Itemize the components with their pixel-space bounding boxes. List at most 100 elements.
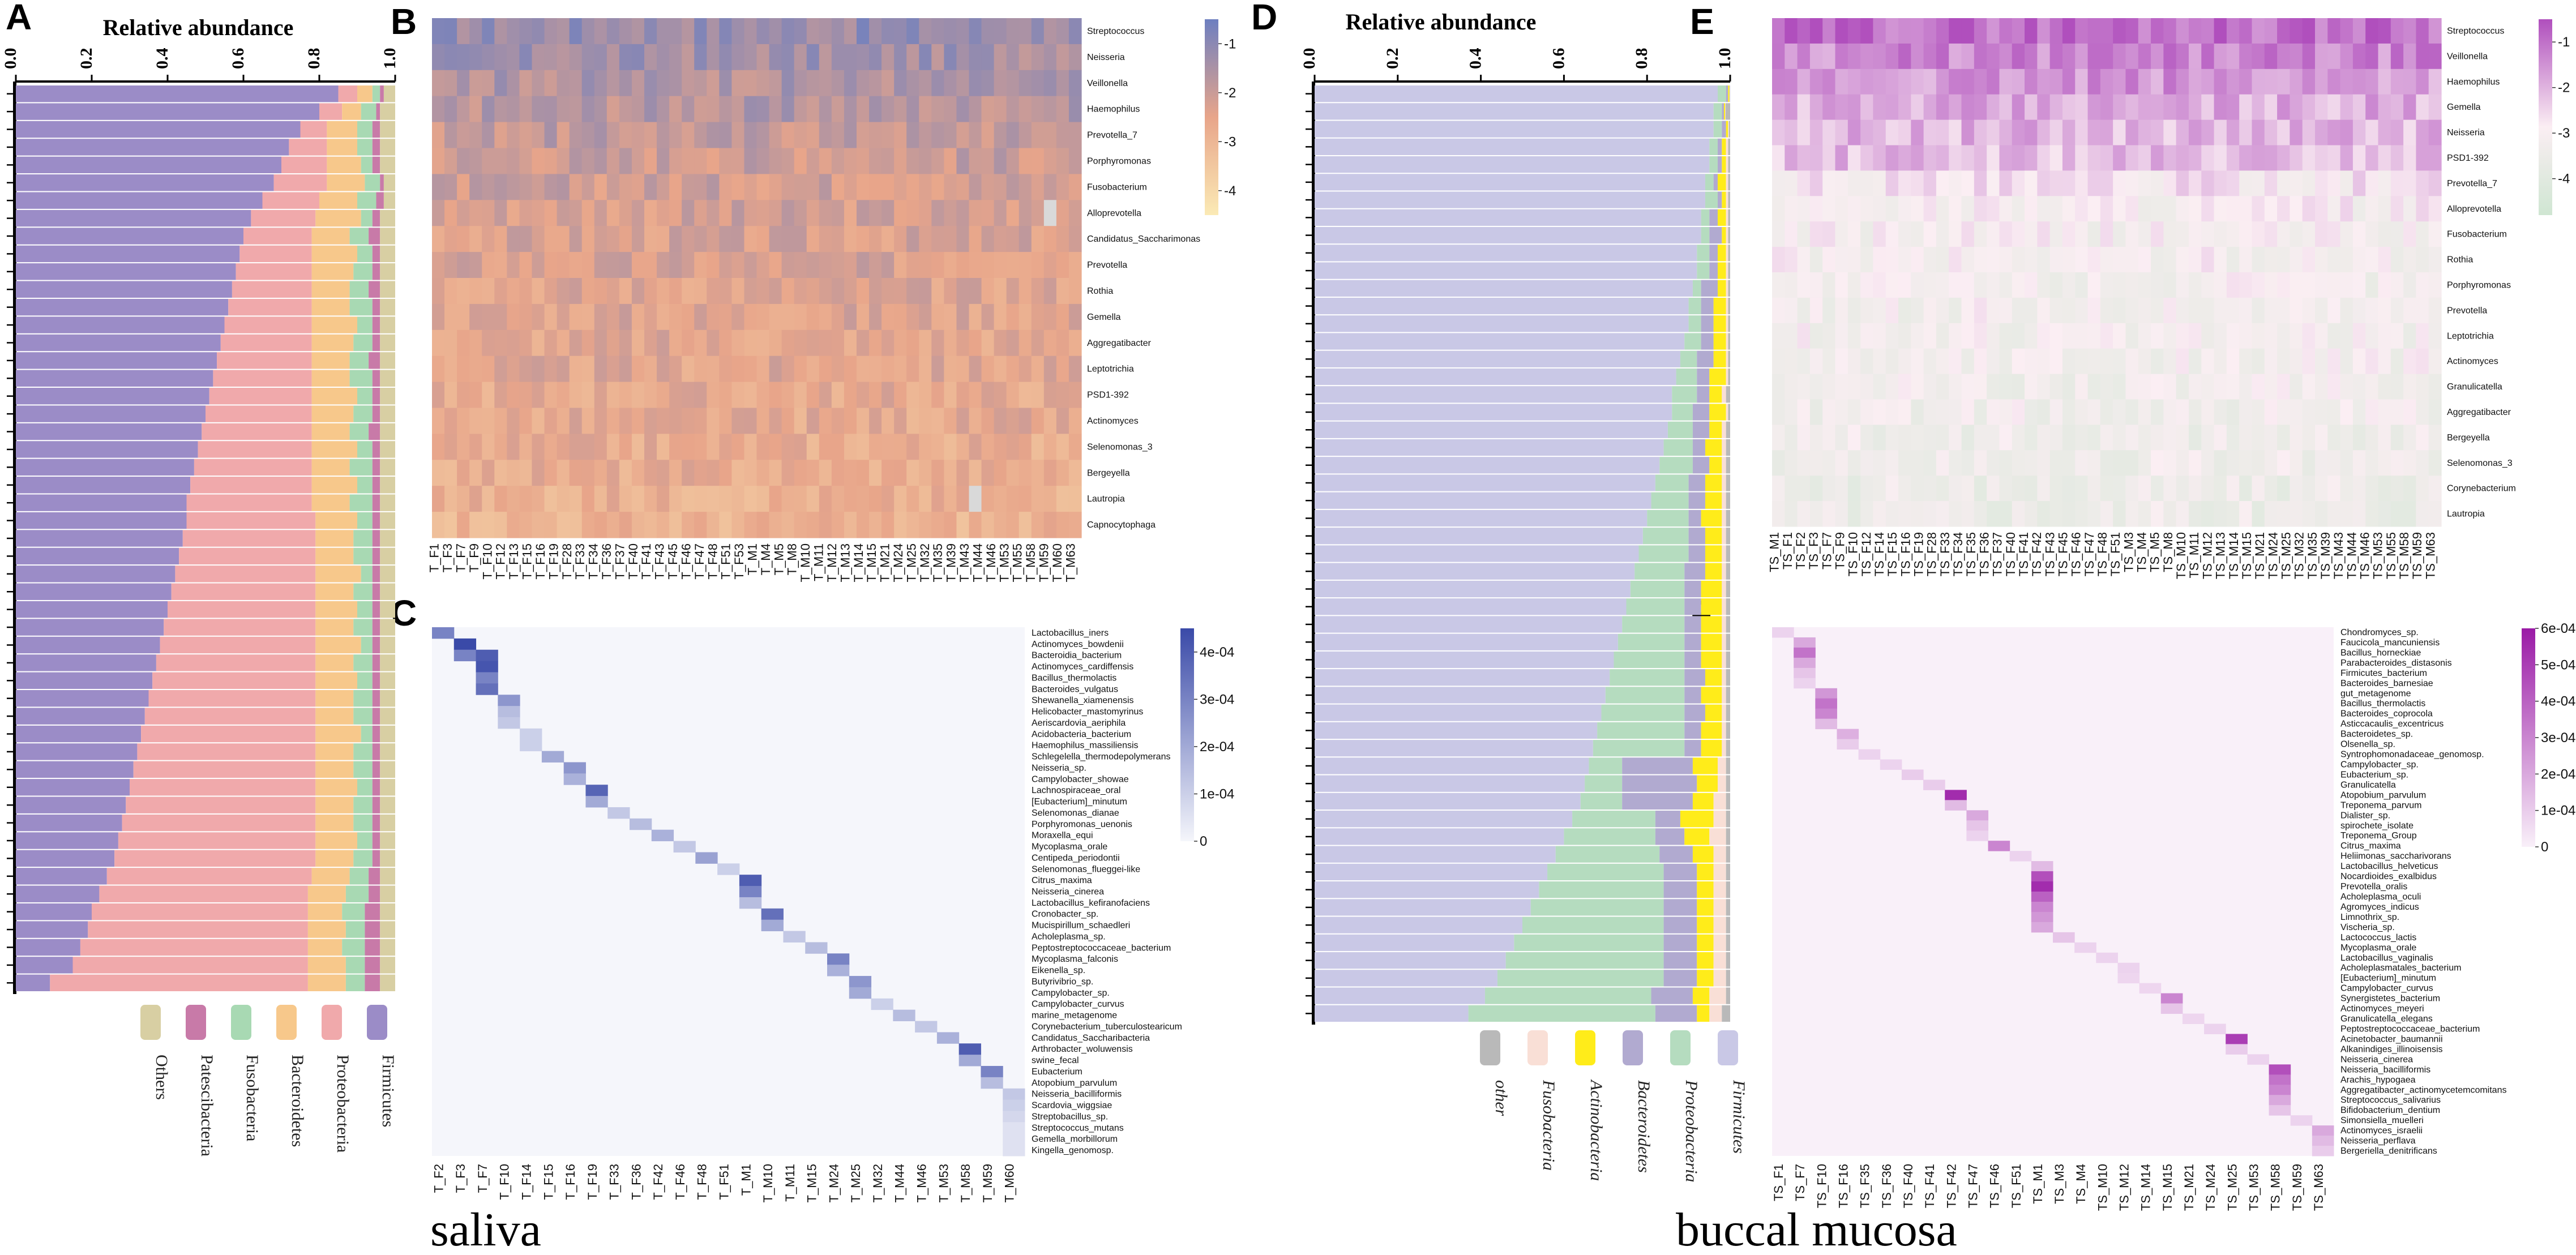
heatmap-cell xyxy=(2378,196,2391,222)
heatmap-cell xyxy=(769,96,782,123)
heatmap-cell xyxy=(1068,18,1082,45)
heatmap-cell xyxy=(844,486,857,512)
heatmap-cell xyxy=(532,70,545,97)
heatmap-cell xyxy=(1974,476,1987,502)
heatmap-cell xyxy=(563,773,586,785)
heatmap-cell xyxy=(494,460,507,486)
heatmap-cell xyxy=(906,329,919,357)
heatmap-cell xyxy=(444,408,457,434)
heatmap-cell xyxy=(2012,43,2025,70)
heatmap-cell xyxy=(2138,323,2151,349)
heatmap-cell xyxy=(2012,94,2025,121)
column-label: TS_F46 xyxy=(1988,1164,2002,1208)
bar-segment-proteobacteria xyxy=(156,654,316,671)
bar-segment-proteobacteria xyxy=(1647,509,1689,527)
heatmap-cell xyxy=(1809,399,1823,425)
heatmap-cell xyxy=(2151,374,2164,400)
heatmap-cell xyxy=(694,96,707,123)
heatmap-cell xyxy=(457,226,470,252)
heatmap-cell xyxy=(544,70,558,97)
bar-segment-patescibacteria xyxy=(372,796,380,813)
heatmap-cell xyxy=(2125,119,2139,146)
bar-segment-bacteroidetes xyxy=(1684,563,1705,580)
heatmap-cell xyxy=(1068,460,1082,486)
heatmap-cell xyxy=(719,355,732,383)
heatmap-cell xyxy=(2100,323,2113,349)
heatmap-cell xyxy=(994,18,1007,45)
heatmap-cell xyxy=(2264,221,2278,247)
heatmap-cell xyxy=(2100,425,2113,451)
bar-segment-firmicutes xyxy=(1315,297,1689,315)
heatmap-cell xyxy=(2290,1115,2313,1126)
bar-segment-proteobacteria xyxy=(1705,191,1718,208)
heatmap-cell xyxy=(2247,1054,2270,1065)
heatmap-cell xyxy=(981,512,995,538)
heatmap-cell xyxy=(1936,272,1949,298)
heatmap-cell xyxy=(781,70,795,97)
heatmap-cell xyxy=(906,512,919,538)
heatmap-cell xyxy=(1031,434,1045,460)
heatmap-cell xyxy=(994,382,1007,409)
heatmap-cell xyxy=(1898,297,1911,324)
heatmap-cell xyxy=(906,355,919,383)
heatmap-cell xyxy=(606,460,620,486)
heatmap-cell xyxy=(1898,425,1911,451)
heatmap-cell xyxy=(1031,70,1045,97)
bar-segment-others xyxy=(380,921,395,938)
heatmap-cell xyxy=(631,329,645,357)
heatmap-cell xyxy=(469,96,482,123)
row-label: gut_metagenome xyxy=(2340,689,2411,699)
bar-segment-other xyxy=(1726,828,1730,845)
heatmap-cell xyxy=(2138,450,2151,476)
bar-segment-others xyxy=(380,832,395,849)
bar-segment-firmicutes xyxy=(16,174,274,191)
heatmap-cell xyxy=(1885,476,1899,502)
heatmap-cell xyxy=(657,122,670,149)
column-label: T_M5 xyxy=(772,543,786,575)
column-label: TS_F35 xyxy=(1964,532,1978,576)
row-label: [Eubacterium]_minutum xyxy=(2340,974,2436,983)
heatmap-cell xyxy=(1974,221,1987,247)
legend-label-fusobacteria: Fusobacteria xyxy=(243,1055,262,1141)
heatmap-cell xyxy=(1860,68,1874,95)
heatmap-cell xyxy=(781,486,795,512)
heatmap-cell xyxy=(2428,68,2442,95)
bar-segment-others xyxy=(380,103,395,120)
heatmap-cell xyxy=(1923,374,1937,400)
heatmap-cell xyxy=(731,512,745,538)
bar-segment-patescibacteria xyxy=(372,636,380,654)
heatmap-cell xyxy=(882,408,895,434)
bar-segment-bacteroidetes xyxy=(315,672,357,689)
heatmap-cell xyxy=(2074,942,2096,953)
bar-segment-patescibacteria xyxy=(372,530,380,547)
heatmap-cell xyxy=(1006,408,1020,434)
heatmap-cell xyxy=(831,174,845,200)
heatmap-cell xyxy=(794,486,807,512)
heatmap-cell xyxy=(1949,323,1962,349)
heatmap-cell xyxy=(906,44,919,71)
heatmap-cell xyxy=(432,122,445,149)
heatmap-cell xyxy=(2012,18,2025,44)
heatmap-cell xyxy=(2214,272,2227,298)
heatmap-cell xyxy=(519,200,533,226)
column-label: T_F10 xyxy=(498,1164,512,1200)
heatmap-cell xyxy=(2049,221,2063,247)
bar-segment-fusobacteria xyxy=(1709,1005,1722,1022)
heatmap-cell xyxy=(2087,94,2101,121)
heatmap-cell xyxy=(482,408,495,434)
heatmap-cell xyxy=(469,44,482,71)
bar-segment-firmicutes xyxy=(1315,616,1623,633)
heatmap-cell xyxy=(2264,196,2278,222)
bar-segment-actinobacteria xyxy=(1717,174,1726,191)
heatmap-cell xyxy=(669,303,682,331)
heatmap-cell xyxy=(844,329,857,357)
x-tick-label: 0.8 xyxy=(1632,48,1651,70)
heatmap-cell xyxy=(619,148,632,174)
heatmap-cell xyxy=(831,44,845,71)
bar-segment-firmicutes xyxy=(1315,404,1672,421)
heatmap-cell xyxy=(432,486,445,512)
heatmap-cell xyxy=(1772,297,1785,324)
heatmap-cell xyxy=(644,408,657,434)
heatmap-cell xyxy=(2226,170,2240,196)
row-label: Streptococcus xyxy=(1087,27,1144,36)
